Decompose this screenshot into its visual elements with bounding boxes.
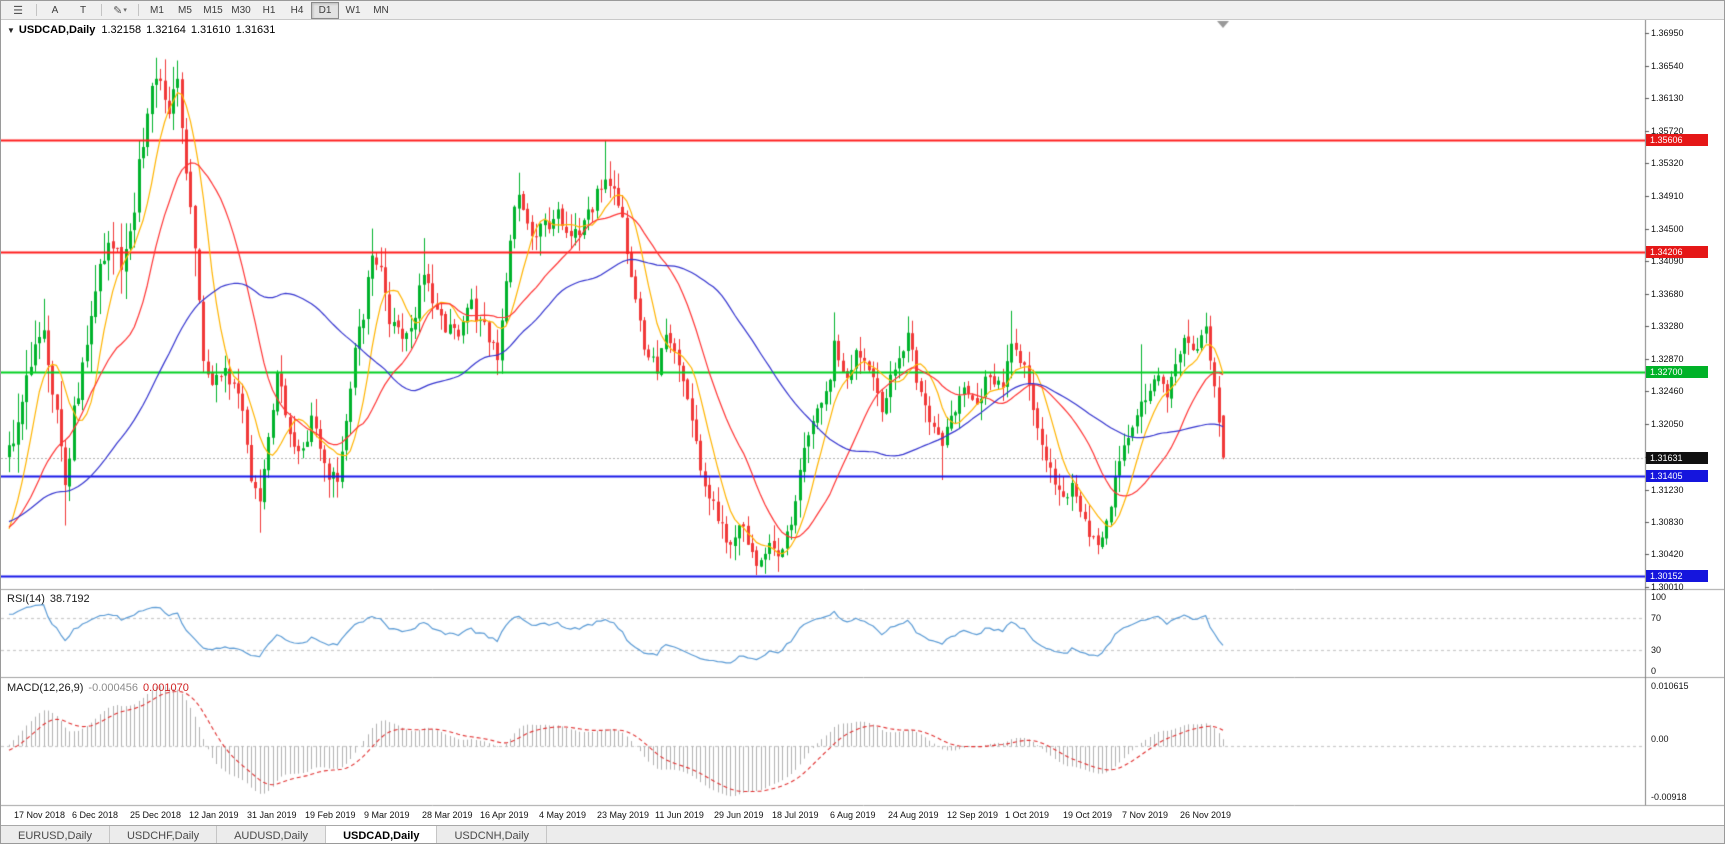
macd-tick-label: -0.00918 [1651, 792, 1687, 802]
price-tick-label: 1.36540 [1651, 60, 1684, 71]
price-tick-label: 1.32460 [1651, 386, 1684, 397]
date-tick-label: 11 Jun 2019 [655, 810, 704, 820]
tab-audusd-daily[interactable]: AUDUSD,Daily [217, 826, 327, 843]
date-tick-label: 1 Oct 2019 [1005, 810, 1050, 820]
date-tick-label: 12 Jan 2019 [189, 810, 239, 820]
chart-menu-icon[interactable]: ☰ [13, 4, 23, 17]
date-tick-label: 6 Dec 2018 [72, 810, 119, 820]
price-tick-label: 1.34090 [1651, 256, 1684, 267]
symbol-dropdown-icon[interactable]: ▼ [7, 26, 15, 35]
date-tick-label: 17 Nov 2018 [14, 810, 66, 820]
price-tag: 1.31405 [1646, 469, 1708, 482]
toolbar-separator [36, 4, 37, 16]
quote-open: 1.32158 [101, 24, 142, 36]
draw-tool-caret-icon[interactable]: ▾ [123, 7, 127, 14]
date-tick-label: 29 Jun 2019 [714, 810, 764, 820]
price-tick-label: 1.36130 [1651, 93, 1684, 104]
date-tick-label: 12 Sep 2019 [947, 810, 999, 820]
price-tag: 1.31631 [1646, 451, 1708, 464]
rsi-tick-label: 30 [1651, 644, 1662, 655]
text-tool-button[interactable]: T [79, 4, 87, 16]
quote-low: 1.31610 [190, 24, 231, 36]
timeframe-mn-button[interactable]: MN [373, 4, 389, 16]
symbol-name: USDCAD,Daily [18, 24, 96, 36]
cursor-tool-button[interactable]: A [51, 4, 59, 16]
price-tick-label: 1.32870 [1651, 353, 1684, 364]
tab-usdcnh-daily[interactable]: USDCNH,Daily [437, 826, 548, 843]
toolbar-separator [138, 4, 139, 16]
quote-close: 1.31631 [235, 24, 276, 36]
rsi-value: 38.7192 [49, 593, 90, 605]
date-tick-label: 31 Jan 2019 [247, 810, 297, 820]
price-tick-label: 1.36950 [1651, 28, 1684, 38]
rsi-tick-label: 100 [1651, 592, 1667, 602]
price-tick-label: 1.30420 [1651, 549, 1684, 560]
date-tick-label: 24 Aug 2019 [888, 810, 939, 820]
tab-eurusd-daily[interactable]: EURUSD,Daily [1, 826, 110, 843]
rsi-tick-label: 70 [1651, 613, 1662, 624]
tab-usdcad-daily[interactable]: USDCAD,Daily [326, 826, 438, 843]
price-tick-label: 1.33680 [1651, 289, 1684, 300]
macd-label: MACD(12,26,9) [7, 682, 84, 694]
price-tick-label: 1.35720 [1651, 126, 1684, 137]
price-tick-label: 1.31230 [1651, 484, 1684, 495]
price-tick-label: 1.30010 [1651, 582, 1684, 592]
chart-title: ▼ USDCAD,Daily 1.32158 1.32164 1.31610 1.3163… [7, 24, 280, 36]
rsi-tick-label: 0 [1651, 666, 1657, 676]
date-tick-label: 18 Jul 2019 [772, 810, 819, 820]
date-tick-label: 25 Dec 2018 [130, 810, 182, 820]
timeframe-w1-button[interactable]: W1 [345, 4, 361, 16]
date-tick-label: 23 May 2019 [597, 810, 650, 820]
draw-tool-button[interactable]: ✎ ▾ [113, 4, 127, 17]
timeframe-h1-button[interactable]: H1 [262, 4, 276, 16]
date-tick-label: 28 Mar 2019 [422, 810, 473, 820]
date-tick-label: 4 May 2019 [539, 810, 587, 820]
price-tag: 1.35606 [1646, 134, 1708, 147]
price-tag: 1.32700 [1646, 366, 1708, 379]
timeframe-m1-button[interactable]: M1 [150, 4, 164, 16]
rsi-label: RSI(14) [7, 593, 45, 605]
date-tick-label: 7 Nov 2019 [1122, 810, 1169, 820]
price-tag: 1.30152 [1646, 569, 1708, 582]
tab-usdchf-daily[interactable]: USDCHF,Daily [110, 826, 218, 843]
price-tick-label: 1.30830 [1651, 516, 1684, 527]
toolbar-separator [101, 4, 102, 16]
timeframe-m15-button[interactable]: M15 [203, 4, 223, 16]
price-tick-label: 1.34910 [1651, 190, 1684, 201]
timeframe-m5-button[interactable]: M5 [178, 4, 192, 16]
timeframe-h4-button[interactable]: H4 [290, 4, 304, 16]
timeframe-d1-button[interactable]: D1 [311, 1, 339, 19]
chart-tab-bar: EURUSD,Daily USDCHF,Daily AUDUSD,Daily USDC… [1, 825, 1724, 843]
timeframe-m30-button[interactable]: M30 [231, 4, 251, 16]
price-tick-label: 1.33280 [1651, 320, 1684, 331]
price-tick-label: 1.35320 [1651, 158, 1684, 169]
macd-tick-label: 0.010615 [1651, 681, 1689, 691]
date-tick-label: 26 Nov 2019 [1180, 810, 1232, 820]
price-tick-label: 1.34500 [1651, 223, 1684, 234]
date-tick-label: 6 Aug 2019 [830, 810, 876, 820]
rsi-pane-label: RSI(14) 38.7192 [7, 593, 90, 605]
macd-tick-label: 0.00 [1651, 734, 1669, 745]
date-tick-label: 19 Oct 2019 [1063, 810, 1113, 820]
date-tick-label: 16 Apr 2019 [480, 810, 529, 820]
quote-high: 1.32164 [146, 24, 186, 36]
macd-main-value: -0.000456 [88, 682, 138, 694]
price-tag: 1.34206 [1646, 246, 1708, 259]
price-tick-label: 1.32050 [1651, 419, 1684, 430]
date-tick-label: 9 Mar 2019 [364, 810, 410, 820]
macd-signal-value: 0.001070 [142, 682, 189, 694]
macd-pane-label: MACD(12,26,9) -0.000456 0.001070 [7, 682, 189, 694]
chart-toolbar: ☰ A T ✎ ▾ M1 M5 M15 M30 H1 H4 D1 W1 MN [1, 1, 1724, 20]
date-tick-label: 19 Feb 2019 [305, 810, 356, 820]
